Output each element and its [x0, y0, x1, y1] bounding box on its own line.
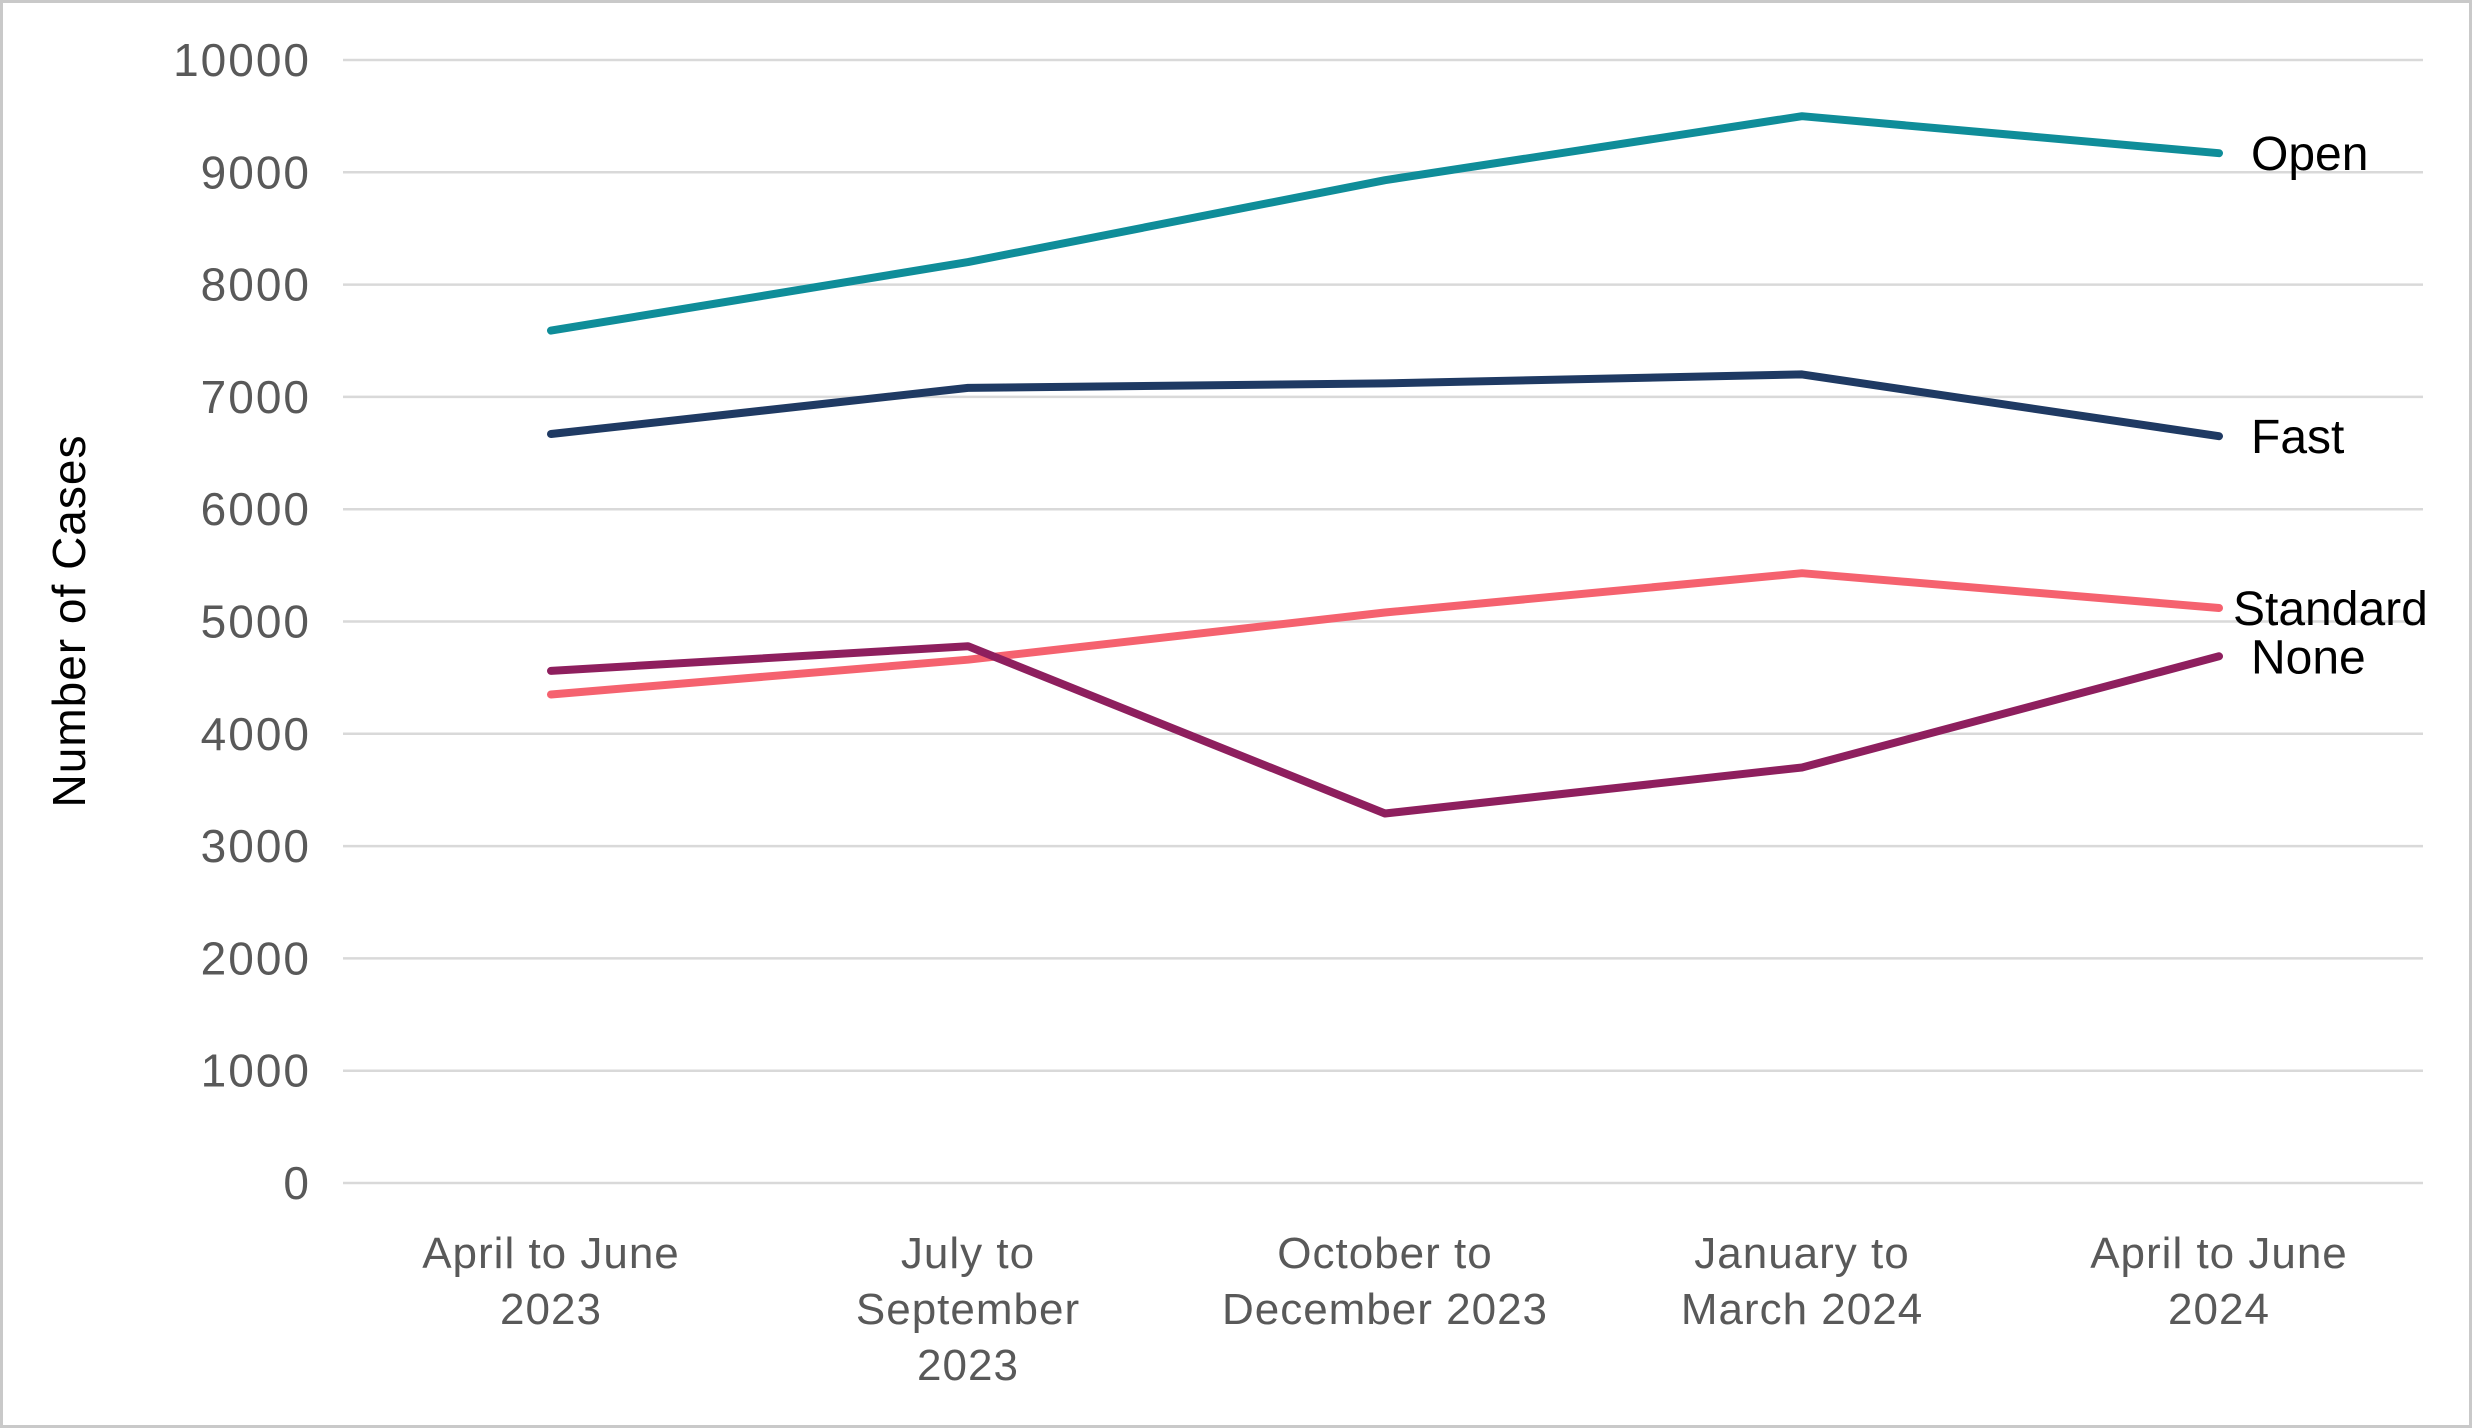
y-tick-label-2000: 2000: [201, 932, 311, 984]
x-tick-label-3: October to December 2023: [1222, 1229, 1548, 1334]
series-label-open: Open: [2251, 128, 2368, 181]
y-tick-label-5000: 5000: [201, 596, 311, 648]
x-tick-label-4: January to March 2024: [1681, 1229, 1923, 1334]
y-tick-label-8000: 8000: [201, 259, 311, 311]
x-tick-label-2: July to September 2023: [856, 1229, 1080, 1390]
line-none: [547, 642, 2223, 818]
line-open: [547, 112, 2223, 335]
y-tick-label-4000: 4000: [201, 708, 311, 760]
line-fast: [547, 370, 2223, 441]
y-tick-label-0: 0: [283, 1157, 311, 1209]
x-tick-label-1: April to June 2023: [422, 1229, 680, 1334]
y-tick-label-3000: 3000: [201, 820, 311, 872]
series-label-standard: Standard: [2233, 583, 2428, 636]
series-label-fast: Fast: [2251, 411, 2344, 464]
y-tick-label-1000: 1000: [201, 1045, 311, 1097]
y-tick-label-9000: 9000: [201, 146, 311, 198]
y-axis-title: Number of Cases: [43, 435, 95, 808]
y-tick-label-10000: 10000: [173, 34, 311, 86]
series-lines-group: [547, 112, 2223, 818]
gridlines-group: [343, 58, 2423, 1185]
line-standard: [547, 569, 2223, 699]
y-tick-label-7000: 7000: [201, 371, 311, 423]
y-tick-labels-group: 0 1000 2000 3000 4000 5000 6000 7000 8000 9000 100…: [173, 34, 311, 1209]
y-tick-label-6000: 6000: [201, 483, 311, 535]
line-chart: 0 1000 2000 3000 4000 5000 6000 7000 8000 9000 100…: [43, 34, 2428, 1390]
x-tick-labels-group: April to June 2023 July to September 2023 Oct…: [422, 1229, 2348, 1390]
x-tick-label-5: April to June 2024: [2090, 1229, 2348, 1334]
series-label-none: None: [2251, 631, 2366, 684]
